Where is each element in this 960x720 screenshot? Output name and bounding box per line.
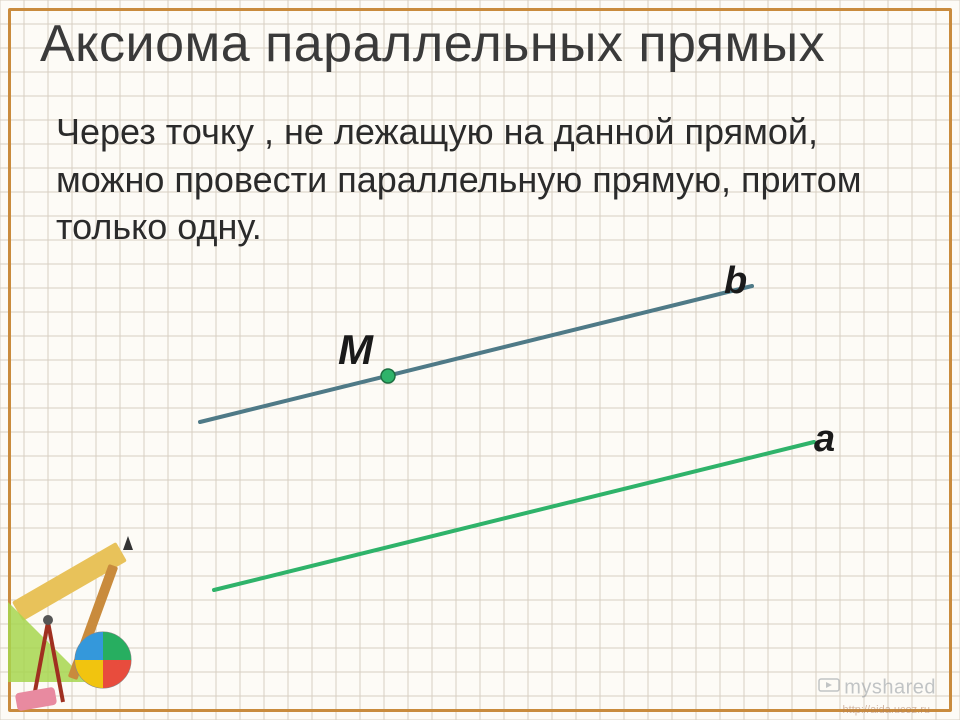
label-m: М bbox=[338, 326, 373, 374]
footer-url: http://aida.ucoz.ru bbox=[843, 704, 930, 716]
eraser-icon bbox=[15, 687, 58, 712]
slide-body-text: Через точку , не лежащую на данной прямо… bbox=[56, 108, 876, 251]
brand-text: myshared bbox=[844, 676, 936, 698]
stationery-art bbox=[8, 532, 208, 712]
brand-logo-icon bbox=[818, 676, 840, 700]
label-b: b bbox=[724, 260, 747, 303]
slide-title: Аксиома параллельных прямых bbox=[40, 14, 825, 74]
brand-watermark: myshared bbox=[818, 676, 936, 700]
label-a: a bbox=[814, 418, 835, 461]
pie-chart-icon bbox=[75, 632, 131, 688]
slide: Аксиома параллельных прямых Через точку … bbox=[0, 0, 960, 720]
